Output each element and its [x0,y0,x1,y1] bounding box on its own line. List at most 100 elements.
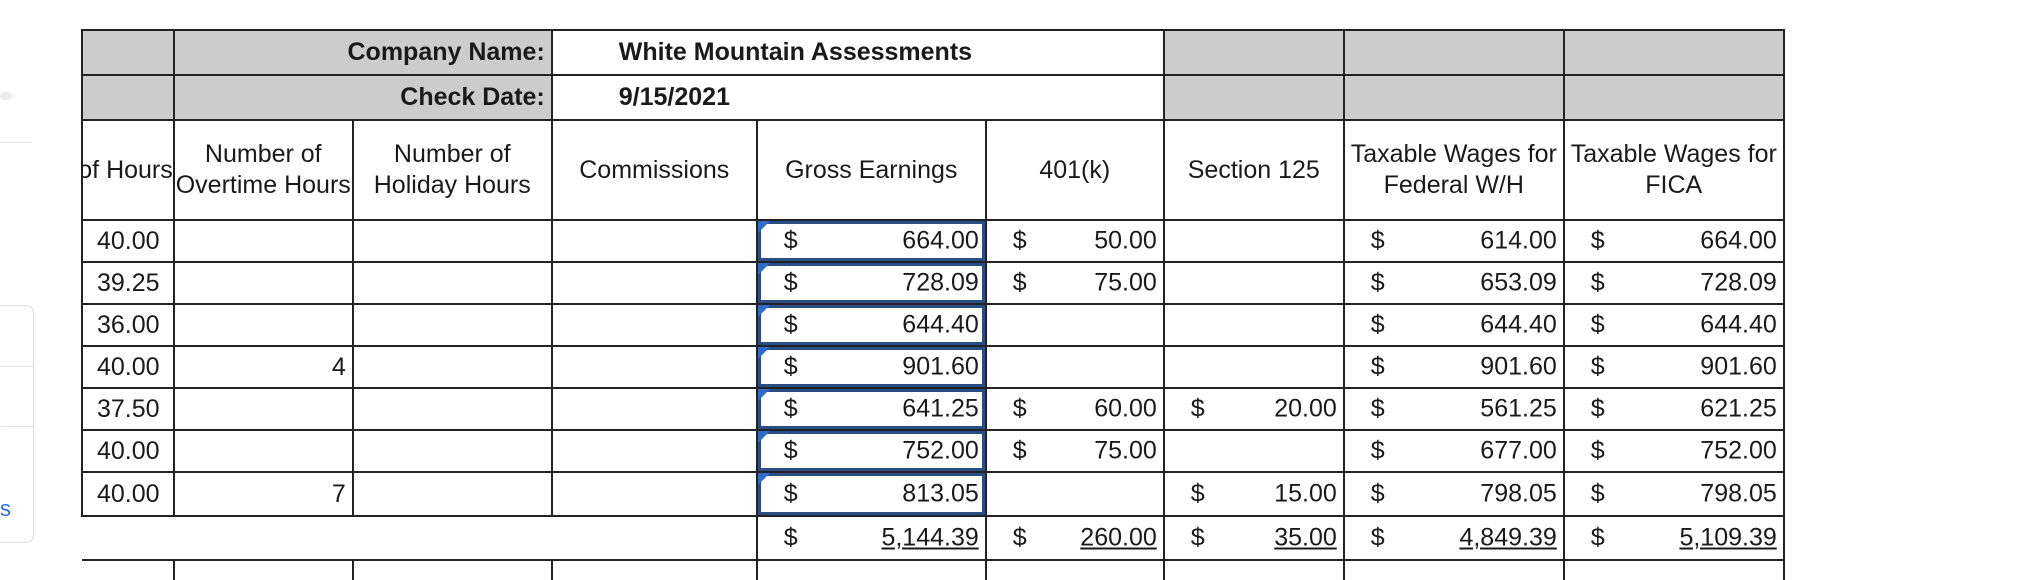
fica-wages-cell[interactable]: $644.40 [1562,303,1785,347]
section125-amount-cell[interactable] [1162,303,1345,347]
commissions-cell[interactable] [550,219,758,263]
section125-amount-cell[interactable]: $15.00 [1162,471,1345,517]
company-name-value[interactable]: White Mountain Assessments [550,29,1165,76]
k401-amount-cell[interactable] [984,303,1165,347]
fica-wages-cell[interactable]: $901.60 [1562,345,1785,389]
col-header-commissions[interactable]: Commissions [550,119,758,221]
overtime-cell[interactable]: 4 [172,345,354,389]
total-401k-cell[interactable]: $260.00 [984,515,1165,561]
gross-earnings: 901.60 [902,352,979,381]
holiday-cell[interactable] [351,387,553,431]
check-date-value[interactable]: 9/15/2021 [550,74,1165,121]
k401-amount-cell[interactable]: $75.00 [984,429,1165,473]
federal-wages-cell[interactable]: $901.60 [1342,345,1565,389]
col-header-gross[interactable]: Gross Earnings [755,119,987,221]
regular-hours-cell[interactable]: 40.00 [81,345,175,389]
holiday-cell[interactable] [351,261,553,305]
overtime-cell[interactable] [172,261,354,305]
section125-amount-cell[interactable] [1162,429,1345,473]
regular-hours-cell[interactable]: 36.00 [81,303,175,347]
overtime-cell[interactable] [172,219,354,263]
section125-amount-cell[interactable]: $20.00 [1162,387,1345,431]
holiday-cell[interactable] [351,471,553,517]
cell[interactable] [172,559,354,580]
k401-amount-cell[interactable]: $50.00 [984,219,1165,263]
total-fica-cell[interactable]: $5,109.39 [1562,515,1785,561]
fica-wages-cell[interactable]: $664.00 [1562,219,1785,263]
section125-amount-cell[interactable] [1162,345,1345,389]
gross-earnings-cell[interactable]: $664.00 [755,219,987,263]
next-row-partial [82,559,1785,580]
cell[interactable] [351,559,553,580]
fica-wages-cell[interactable]: $728.09 [1562,261,1785,305]
section125-amount-cell[interactable] [1162,219,1345,263]
k401-amount-cell[interactable] [984,345,1165,389]
holiday-cell[interactable] [351,429,553,473]
regular-hours-cell[interactable]: 40.00 [81,219,175,263]
overtime-cell[interactable] [172,303,354,347]
total-section125: 35.00 [1274,523,1337,552]
gross-earnings-cell[interactable]: $641.25 [755,387,987,431]
sidebar-panel [0,305,34,543]
gross-earnings-cell[interactable]: $813.05 [755,471,987,517]
federal-wages-cell[interactable]: $561.25 [1342,387,1565,431]
col-header-section125[interactable]: Section 125 [1162,119,1345,221]
col-header-fica[interactable]: Taxable Wages for FICA [1562,119,1785,221]
overtime-cell[interactable]: 7 [172,471,354,517]
cell[interactable] [1342,559,1565,580]
overtime-cell[interactable] [172,387,354,431]
cell[interactable] [550,559,758,580]
federal-wages-cell[interactable]: $677.00 [1342,429,1565,473]
k401-amount-cell[interactable] [984,471,1165,517]
section125-amount-cell[interactable] [1162,261,1345,305]
holiday-cell[interactable] [351,219,553,263]
regular-hours-cell[interactable]: 40.00 [81,471,175,517]
regular-hours-cell[interactable]: 39.25 [81,261,175,305]
cell[interactable] [984,559,1165,580]
federal-wages-cell[interactable]: $653.09 [1342,261,1565,305]
commissions-cell[interactable] [550,261,758,305]
sidebar-link[interactable]: s [0,496,11,521]
col-header-regular-hours[interactable]: r of Hours [81,119,175,221]
cell[interactable] [1562,559,1785,580]
commissions-cell[interactable] [550,345,758,389]
gross-earnings-cell[interactable]: $728.09 [755,261,987,305]
fica-wages-cell[interactable]: $621.25 [1562,387,1785,431]
federal-wages-cell[interactable]: $614.00 [1342,219,1565,263]
fica-wages: 901.60 [1700,352,1777,381]
gross-earnings-cell[interactable]: $644.40 [755,303,987,347]
fica-wages: 752.00 [1700,436,1777,465]
total-federal: 4,849.39 [1459,523,1557,552]
col-header-overtime[interactable]: Number of Overtime Hours [172,119,354,221]
fica-wages-cell[interactable]: $752.00 [1562,429,1785,473]
k401-amount-cell[interactable]: $60.00 [984,387,1165,431]
overtime-cell[interactable] [172,429,354,473]
commissions-cell[interactable] [550,471,758,517]
total-section125-cell[interactable]: $35.00 [1162,515,1345,561]
holiday-cell[interactable] [351,345,553,389]
regular-hours-cell[interactable]: 40.00 [81,429,175,473]
header-cell [1562,74,1785,121]
column-header-row: r of Hours Number of Overtime Hours Numb… [81,119,1785,221]
federal-wages-cell[interactable]: $644.40 [1342,303,1565,347]
check-date-row: Check Date: 9/15/2021 [81,74,1785,121]
commissions-cell[interactable] [550,303,758,347]
cell[interactable] [1162,559,1345,580]
fica-wages-cell[interactable]: $798.05 [1562,471,1785,517]
total-federal-cell[interactable]: $4,849.39 [1342,515,1565,561]
federal-wages-cell[interactable]: $798.05 [1342,471,1565,517]
total-gross-cell[interactable]: $5,144.39 [755,515,987,561]
gross-earnings-cell[interactable]: $752.00 [755,429,987,473]
commissions-cell[interactable] [550,429,758,473]
col-header-federal-wh[interactable]: Taxable Wages for Federal W/H [1342,119,1565,221]
gross-earnings: 813.05 [902,479,979,508]
col-header-holiday[interactable]: Number of Holiday Hours [351,119,553,221]
commissions-cell[interactable] [550,387,758,431]
holiday-cell[interactable] [351,303,553,347]
col-header-401k[interactable]: 401(k) [984,119,1165,221]
cell[interactable] [755,559,987,580]
gross-earnings-cell[interactable]: $901.60 [755,345,987,389]
regular-hours-cell[interactable]: 37.50 [81,387,175,431]
k401-amount-cell[interactable]: $75.00 [984,261,1165,305]
cell[interactable] [82,559,175,580]
